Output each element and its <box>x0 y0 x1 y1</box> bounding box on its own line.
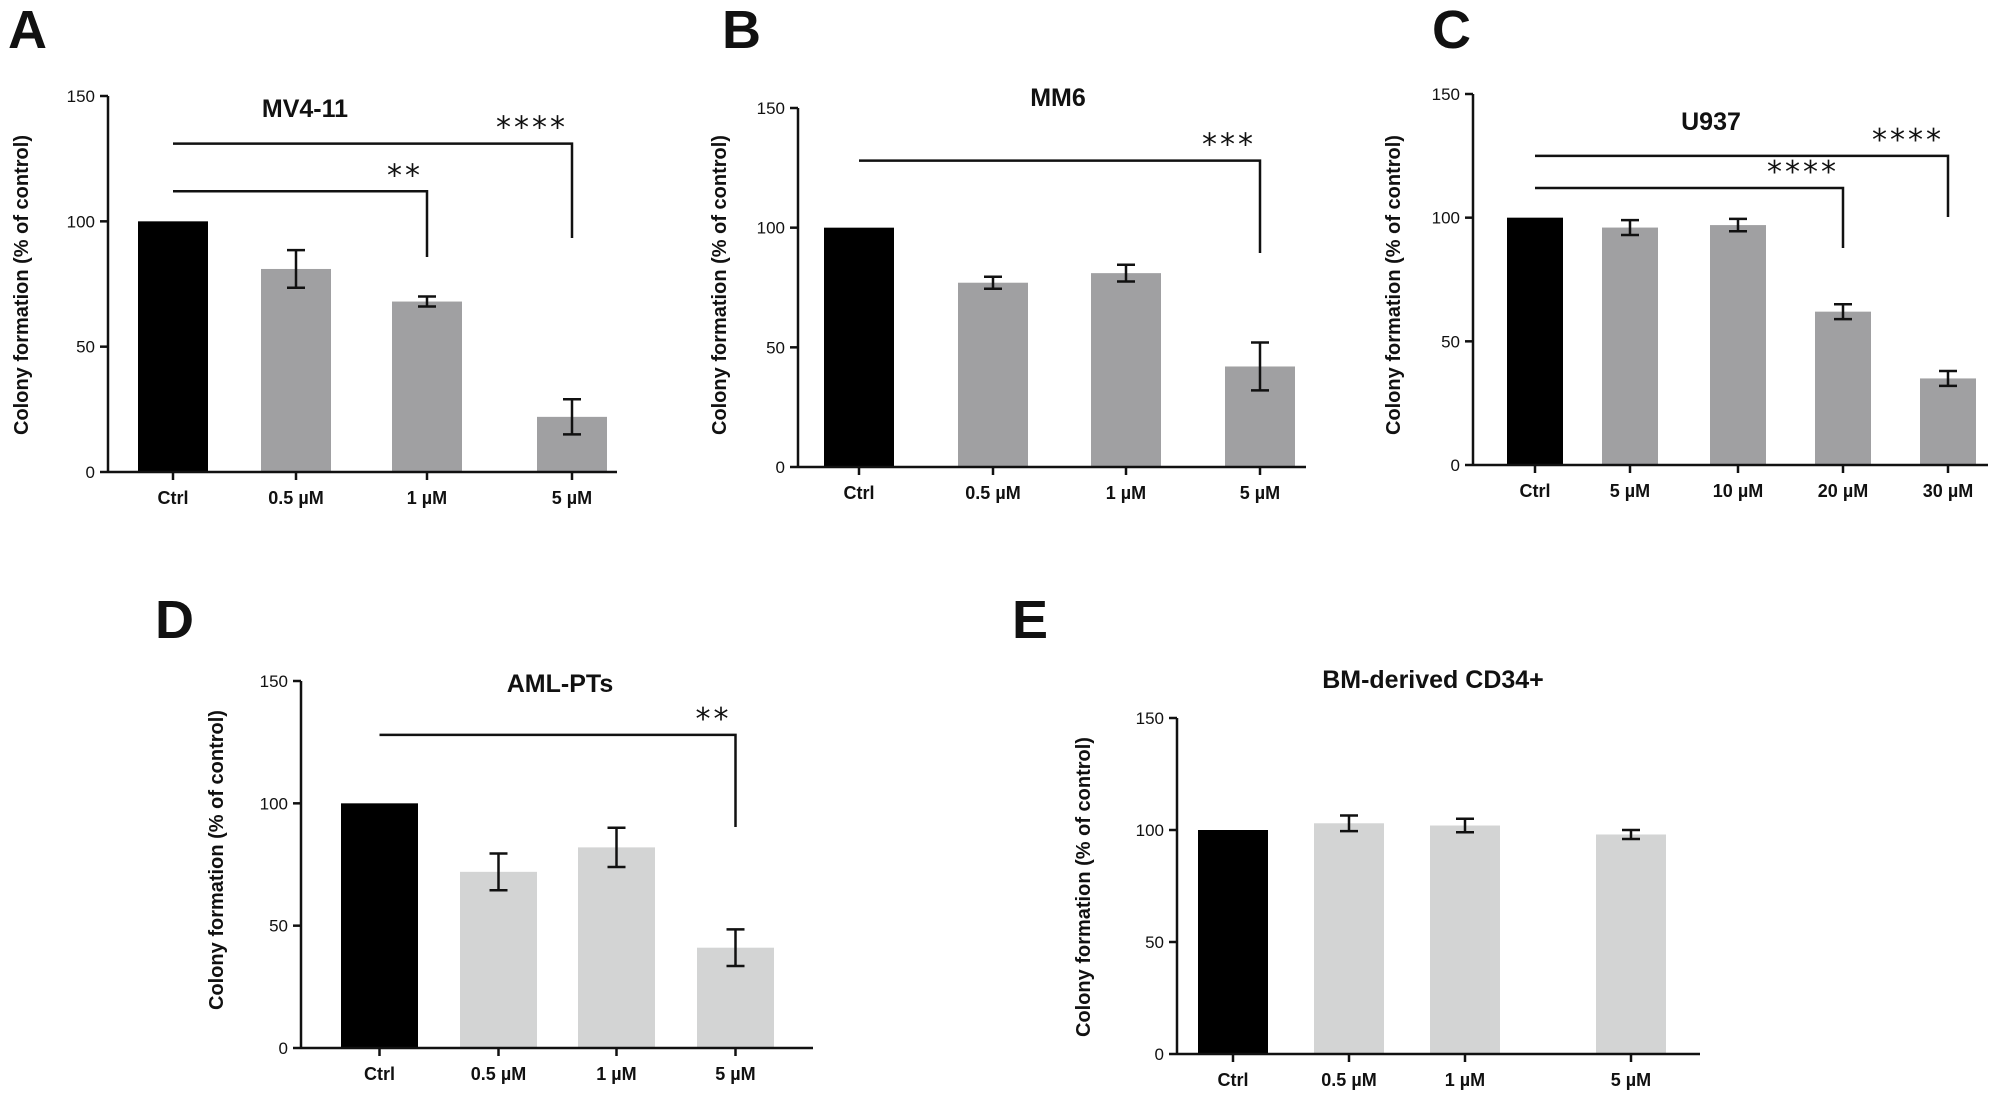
bar-2 <box>1710 225 1766 465</box>
bar-1 <box>261 268 331 472</box>
significance-label: *** <box>1202 128 1256 163</box>
y-tick-label: 100 <box>67 212 95 231</box>
bar-3 <box>1596 834 1666 1054</box>
chart-title: MM6 <box>1030 84 1086 112</box>
y-tick-label: 50 <box>766 338 785 357</box>
chart-panel-c: C U937 Colony formation (% of control) 0 50 1… <box>1383 0 1988 501</box>
y-axis-label: Colony formation (% of control) <box>206 710 228 1010</box>
x-tick-label: 0.5 µM <box>471 1064 526 1084</box>
y-tick-label: 0 <box>1451 456 1460 475</box>
chart-panel-e: E BM-derived CD34+ Colony formation (% of … <box>1012 590 1700 1090</box>
x-tick-label: 5 µM <box>1240 483 1280 503</box>
y-tick-label: 150 <box>1432 85 1460 104</box>
y-tick-label: 100 <box>1136 821 1164 840</box>
significance-bracket-1 <box>1535 154 1950 217</box>
chart-panel-d: D AML-PTs Colony formation (% of control) 0… <box>155 590 813 1084</box>
panel-letter: A <box>8 0 47 60</box>
chart-title: AML-PTs <box>507 670 613 698</box>
significance-bracket-1 <box>173 142 574 238</box>
x-tick-label: 5 µM <box>552 488 592 508</box>
bar-1 <box>460 871 537 1048</box>
significance-label: ** <box>696 702 732 737</box>
x-tick-label: 30 µM <box>1923 481 1973 501</box>
significance-label: **** <box>496 111 568 146</box>
y-axis-label: Colony formation (% of control) <box>11 135 33 435</box>
x-tick-label: 0.5 µM <box>268 488 323 508</box>
y-tick-label: 150 <box>67 87 95 106</box>
y-tick-label: 100 <box>757 219 785 238</box>
x-tick-label: 5 µM <box>715 1064 755 1084</box>
significance-label: ** <box>387 158 423 193</box>
bar-2 <box>578 847 655 1048</box>
bar-0 <box>824 227 894 467</box>
y-tick-label: 0 <box>86 463 95 482</box>
y-tick-label: 100 <box>1432 209 1460 228</box>
x-tick-label: 1 µM <box>1106 483 1146 503</box>
panel-letter: B <box>722 0 761 60</box>
y-tick-label: 50 <box>1145 933 1164 952</box>
panel-letter: E <box>1012 590 1048 650</box>
y-tick-label: 0 <box>1155 1045 1164 1064</box>
y-tick-label: 150 <box>1136 709 1164 728</box>
x-tick-label: 1 µM <box>596 1064 636 1084</box>
x-tick-label: 20 µM <box>1818 481 1868 501</box>
y-tick-label: 150 <box>757 99 785 118</box>
y-axis-label: Colony formation (% of control) <box>1073 737 1095 1037</box>
x-tick-label: 5 µM <box>1610 481 1650 501</box>
y-tick-label: 100 <box>260 794 288 813</box>
x-tick-label: Ctrl <box>1520 481 1551 501</box>
x-tick-label: 1 µM <box>407 488 447 508</box>
bar-1 <box>1314 823 1384 1054</box>
bar-1 <box>958 282 1028 467</box>
bar-4 <box>1920 378 1976 465</box>
bar-2 <box>392 301 462 472</box>
x-tick-label: 0.5 µM <box>1321 1070 1376 1090</box>
significance-bracket-0 <box>379 733 737 827</box>
x-tick-label: Ctrl <box>1218 1070 1249 1090</box>
x-tick-label: 1 µM <box>1445 1070 1485 1090</box>
bar-0 <box>1507 217 1563 465</box>
y-axis-label: Colony formation (% of control) <box>709 135 731 435</box>
chart-panel-b: B MM6 Colony formation (% of control) 0 50 10… <box>709 0 1306 503</box>
x-tick-label: Ctrl <box>364 1064 395 1084</box>
y-tick-label: 0 <box>776 458 785 477</box>
y-axis-label: Colony formation (% of control) <box>1383 135 1405 435</box>
significance-bracket-0 <box>173 190 429 257</box>
bar-3 <box>1815 311 1871 465</box>
x-tick-label: 0.5 µM <box>965 483 1020 503</box>
x-tick-label: 10 µM <box>1713 481 1763 501</box>
y-tick-label: 150 <box>260 672 288 691</box>
x-tick-label: Ctrl <box>844 483 875 503</box>
bar-0 <box>1198 830 1268 1054</box>
bar-0 <box>138 221 208 472</box>
bar-1 <box>1602 227 1658 465</box>
significance-bracket-0 <box>1535 186 1845 248</box>
bar-0 <box>341 803 418 1048</box>
y-tick-label: 50 <box>1441 332 1460 351</box>
chart-panel-a: A MV4-11 Colony formation (% of control) 0 5… <box>8 0 617 508</box>
bar-2 <box>1430 825 1500 1054</box>
panel-letter: D <box>155 590 194 650</box>
chart-title: BM-derived CD34+ <box>1322 666 1544 694</box>
significance-bracket-0 <box>859 159 1262 253</box>
significance-label: **** <box>1767 155 1839 190</box>
x-tick-label: Ctrl <box>158 488 189 508</box>
bar-2 <box>1091 273 1161 467</box>
chart-title: MV4-11 <box>262 95 348 123</box>
y-tick-label: 50 <box>269 917 288 936</box>
panel-letter: C <box>1432 0 1471 60</box>
chart-title: U937 <box>1681 108 1741 136</box>
y-tick-label: 50 <box>76 338 95 357</box>
x-tick-label: 5 µM <box>1611 1070 1651 1090</box>
y-tick-label: 0 <box>279 1039 288 1058</box>
significance-label: **** <box>1872 123 1944 158</box>
